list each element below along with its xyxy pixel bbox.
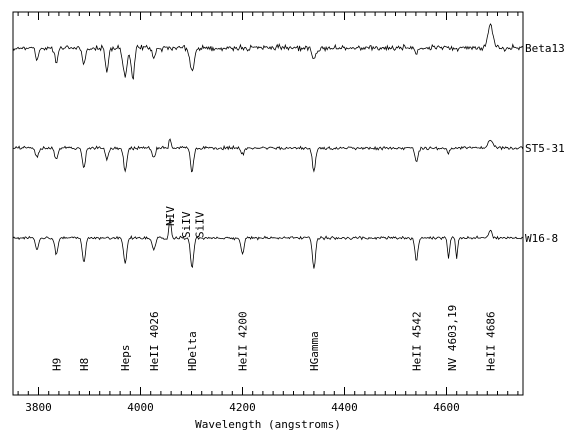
plot-frame — [12, 11, 524, 396]
star-labels: Beta13 ST5-31 W16-8 — [525, 42, 565, 245]
spectra-group — [12, 23, 524, 269]
x-axis-title: Wavelength (angstroms) — [195, 418, 341, 431]
annotation-label: SiIV — [180, 211, 193, 238]
line-id-label: Heps — [119, 345, 132, 372]
x-tick-labels: 3800 4000 4200 4400 4600 — [25, 401, 460, 414]
line-id-label: H9 — [50, 358, 63, 371]
series-label: Beta13 — [525, 42, 565, 55]
series-line-beta13 — [12, 23, 524, 80]
x-tick-label: 4200 — [229, 401, 256, 414]
x-tick-label: 3800 — [25, 401, 52, 414]
series-label: W16-8 — [525, 232, 558, 245]
series-label: ST5-31 — [525, 142, 565, 155]
x-tick-label: 4600 — [433, 401, 460, 414]
line-id-label: HDelta — [186, 331, 199, 371]
line-id-label: HeII 4200 — [237, 311, 250, 371]
line-annotations: NIV SiIV SiIV — [164, 206, 207, 238]
line-id-label: HeII 4542 — [410, 311, 423, 371]
x-ticks — [17, 12, 519, 395]
x-tick-label: 4000 — [127, 401, 154, 414]
annotation-label: NIV — [164, 206, 177, 226]
line-id-label: NV 4603,19 — [446, 305, 459, 371]
line-id-label: HeII 4026 — [148, 311, 161, 371]
annotation-label: SiIV — [194, 211, 207, 238]
line-identifications: H9 H8 Heps HeII 4026 HDelta HeII 4200 HGamma He… — [50, 305, 497, 371]
x-tick-label: 4400 — [331, 401, 358, 414]
series-line-w16-8 — [12, 217, 524, 269]
line-id-label: HGamma — [308, 331, 321, 371]
line-id-label: HeII 4686 — [484, 311, 497, 371]
line-id-label: H8 — [78, 358, 91, 371]
series-line-st5-31 — [12, 138, 524, 173]
